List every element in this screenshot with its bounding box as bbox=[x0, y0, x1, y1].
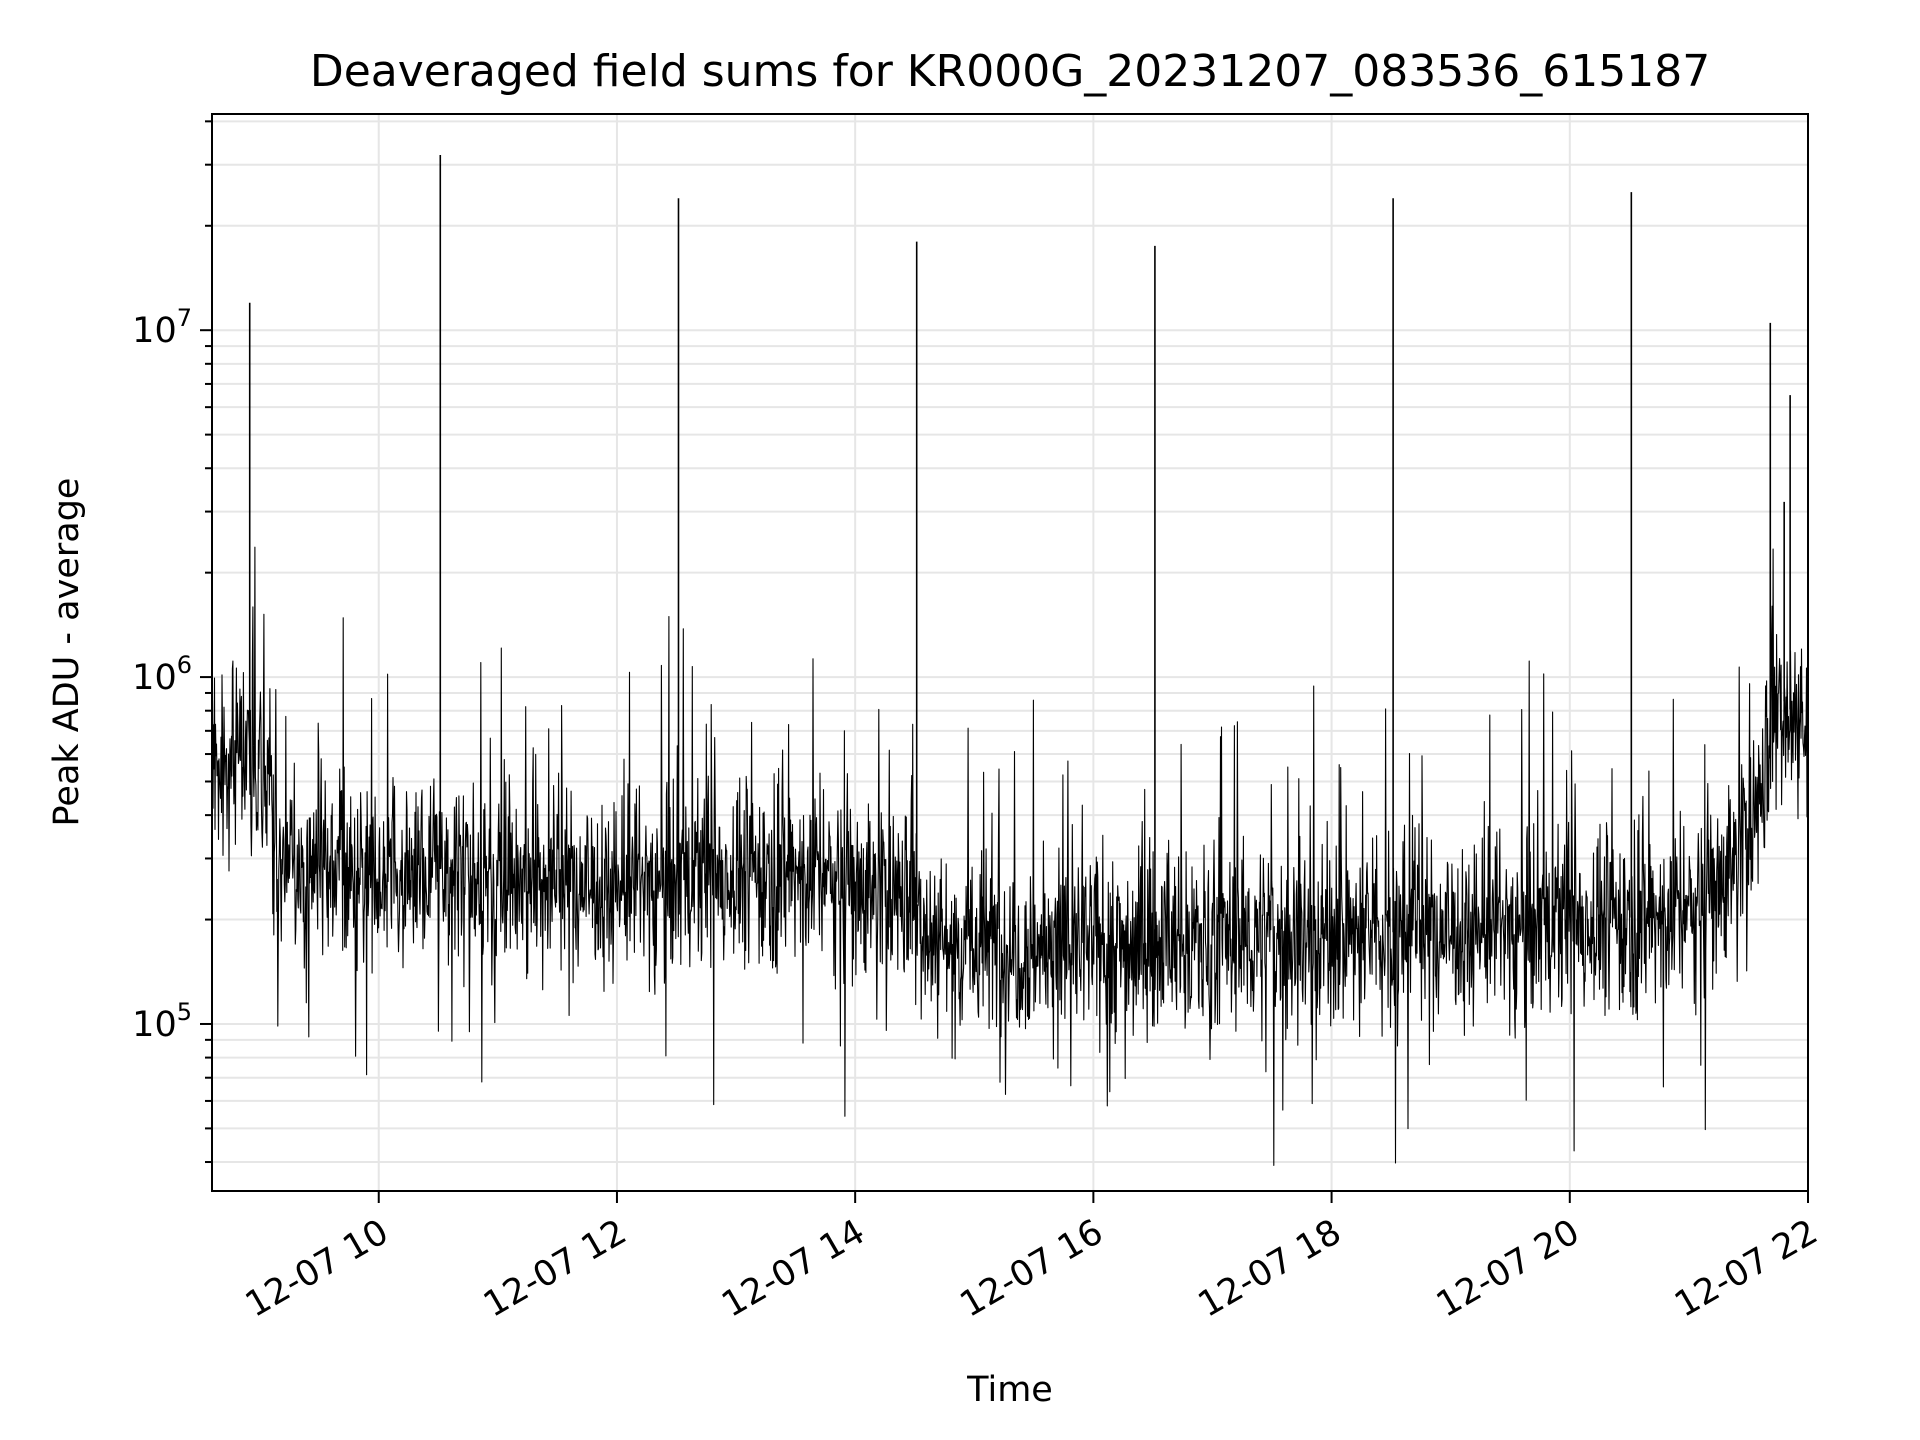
y-axis-label: Peak ADU - average bbox=[47, 478, 87, 827]
y-axis: 105 106 107 bbox=[132, 120, 212, 1164]
x-axis-label: Time bbox=[966, 1370, 1053, 1410]
plot-frame bbox=[211, 113, 1809, 1192]
chart-title: Deaveraged field sums for KR000G_2023120… bbox=[310, 46, 1710, 97]
y-tick-label: 106 bbox=[132, 651, 192, 698]
y-tick-label: 107 bbox=[132, 304, 192, 351]
y-tick-label: 105 bbox=[132, 998, 192, 1045]
series-line bbox=[211, 154, 1809, 1166]
series-trace bbox=[211, 546, 1809, 1166]
